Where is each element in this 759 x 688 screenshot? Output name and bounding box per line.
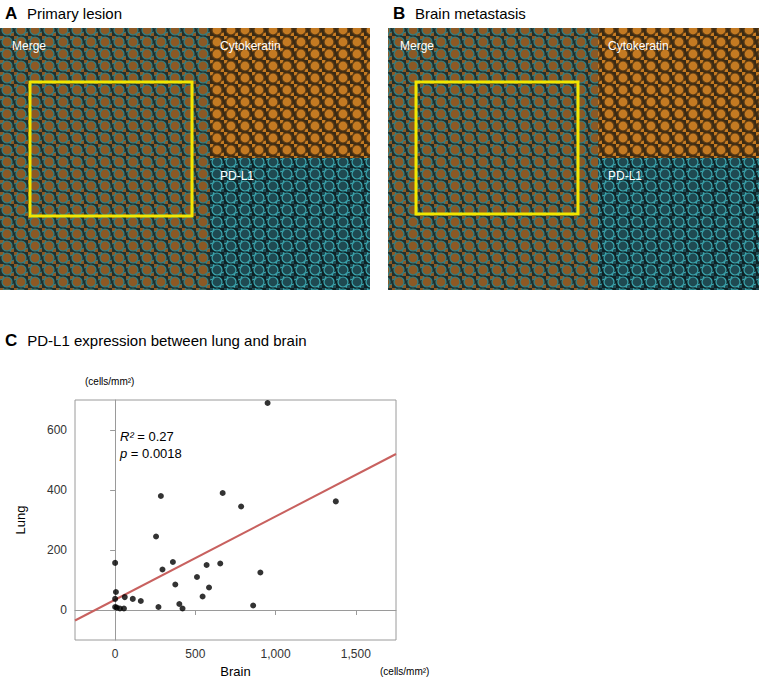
svg-text:1,500: 1,500 — [341, 647, 371, 661]
svg-text:PD-L1: PD-L1 — [608, 169, 642, 183]
svg-text:A: A — [5, 4, 17, 23]
svg-text:Lung: Lung — [13, 506, 28, 535]
svg-text:Cytokeratin: Cytokeratin — [220, 39, 281, 53]
html-text:C: C — [5, 331, 18, 350]
svg-text:PD-L1: PD-L1 — [220, 169, 254, 183]
svg-text:Brain: Brain — [220, 664, 250, 679]
svg-text:(cells/mm²): (cells/mm²) — [380, 666, 429, 677]
svg-text:600: 600 — [47, 423, 67, 437]
svg-text:500: 500 — [185, 647, 205, 661]
svg-text:0: 0 — [60, 603, 67, 617]
svg-text:B: B — [393, 4, 405, 23]
svg-text:Brain metastasis: Brain metastasis — [415, 5, 526, 22]
svg-text:Cytokeratin: Cytokeratin — [608, 39, 669, 53]
svg-text:200: 200 — [47, 543, 67, 557]
svg-text:0: 0 — [112, 647, 119, 661]
svg-text:400: 400 — [47, 483, 67, 497]
svg-text:R²: R² — [120, 429, 134, 444]
svg-text:p: p — [119, 446, 127, 461]
svg-text:= 0.0018: = 0.0018 — [127, 446, 182, 461]
svg-text:1,000: 1,000 — [261, 647, 291, 661]
svg-text:Merge: Merge — [400, 39, 434, 53]
svg-text:= 0.27: = 0.27 — [134, 429, 174, 444]
svg-text:Primary lesion: Primary lesion — [27, 5, 122, 22]
html-text:PD-L1 expression between lung: PD-L1 expression between lung and brain — [27, 332, 307, 349]
svg-text:(cells/mm²): (cells/mm²) — [85, 376, 134, 387]
svg-text:Merge: Merge — [12, 39, 46, 53]
